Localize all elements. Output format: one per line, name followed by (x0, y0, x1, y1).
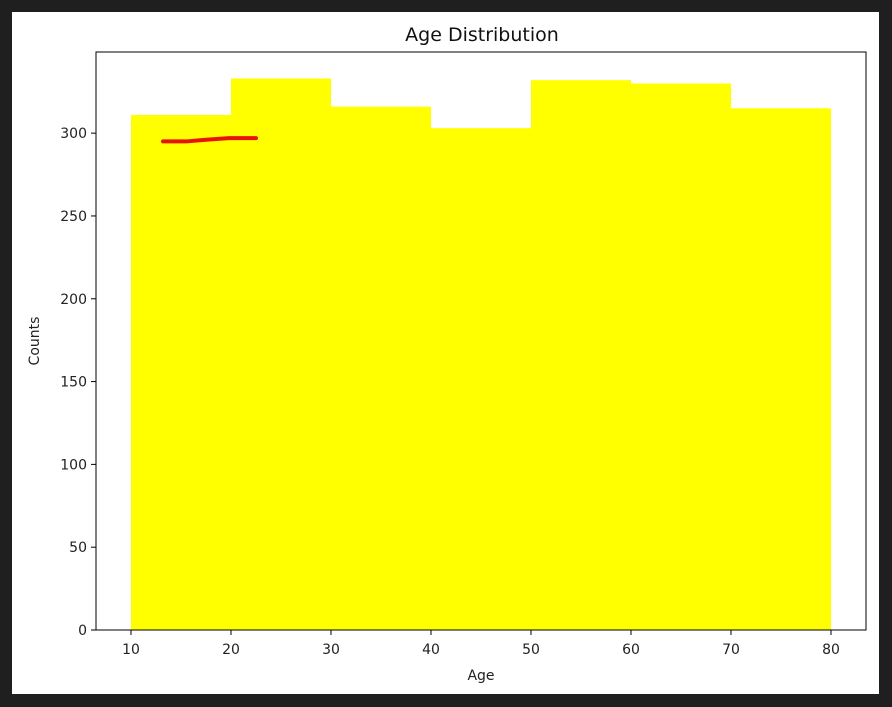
x-tick-label: 50 (522, 642, 540, 658)
histogram-bar (431, 128, 531, 630)
x-tick-label: 10 (122, 642, 140, 658)
y-tick-label: 100 (60, 457, 87, 473)
histogram-chart: Age Distribution 10 20 30 40 50 60 70 80 0 50 100… (27, 24, 867, 684)
x-axis: 10 20 30 40 50 60 70 80 (122, 630, 840, 658)
x-tick-label: 60 (622, 642, 640, 658)
annotation-group (161, 136, 258, 144)
y-axis: 0 50 100 150 200 250 300 (60, 126, 96, 639)
x-tick-label: 40 (422, 642, 440, 658)
histogram-bar (131, 114, 231, 631)
y-axis-label: Counts (27, 317, 43, 366)
histogram-bar (331, 106, 431, 630)
x-axis-label: Age (467, 668, 494, 684)
histogram-bar (631, 83, 731, 631)
y-tick-label: 200 (60, 292, 87, 308)
x-tick-label: 80 (822, 642, 840, 658)
histogram-bar (531, 80, 631, 630)
red-annotation-stroke (161, 136, 258, 144)
bars-group (131, 78, 831, 631)
histogram-bar (231, 78, 331, 631)
x-tick-label: 20 (222, 642, 240, 658)
x-tick-label: 30 (322, 642, 340, 658)
histogram-bar (731, 108, 831, 631)
y-tick-label: 300 (60, 126, 87, 142)
chart-title: Age Distribution (405, 24, 559, 46)
x-tick-label: 70 (722, 642, 740, 658)
plot-frame (95, 51, 867, 631)
y-tick-label: 250 (60, 209, 87, 225)
y-tick-label: 150 (60, 375, 87, 391)
y-tick-label: 0 (78, 623, 87, 639)
figure-canvas: Age Distribution 10 20 30 40 50 60 70 80 0 50 100… (12, 12, 879, 694)
y-tick-label: 50 (69, 540, 87, 556)
